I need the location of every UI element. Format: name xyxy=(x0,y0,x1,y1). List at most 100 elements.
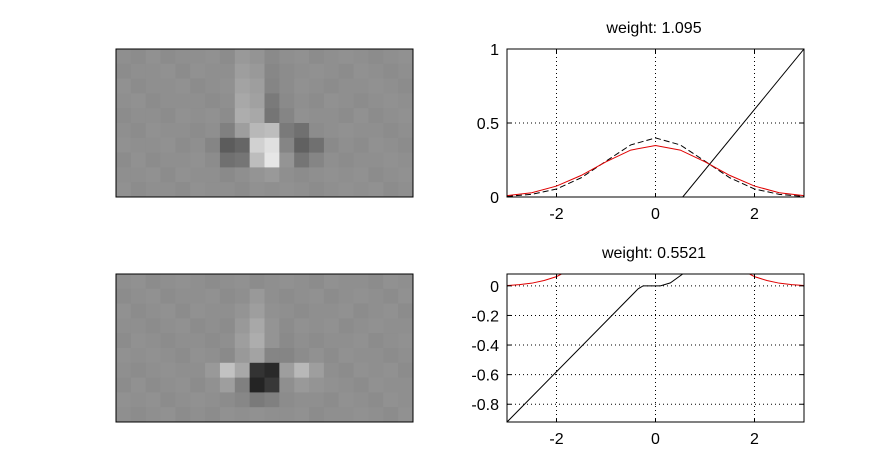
filter-pixel xyxy=(338,167,355,183)
filter-pixel xyxy=(130,182,147,198)
filter-pixel xyxy=(175,288,191,305)
filter-pixel xyxy=(219,362,236,379)
filter-pixel xyxy=(353,333,369,349)
filter-pixel xyxy=(279,318,295,334)
filter-pixel xyxy=(264,377,280,393)
filter-pixel xyxy=(294,392,310,408)
filter-pixel xyxy=(264,167,280,183)
filter-pixel xyxy=(205,63,221,80)
filter-pixel xyxy=(353,362,369,379)
filter-pixel xyxy=(398,288,414,305)
filter-pixel xyxy=(219,318,236,334)
filter-pixel xyxy=(309,137,325,154)
filter-pixel xyxy=(145,63,162,80)
filter-pixel xyxy=(279,108,295,124)
filter-pixel xyxy=(249,303,265,319)
filter-pixel xyxy=(279,137,295,154)
filter-pixel xyxy=(145,392,162,408)
filter-pixel xyxy=(205,303,221,319)
filter-pixel xyxy=(398,392,414,408)
filter-pixel xyxy=(160,63,176,80)
filter-pixel xyxy=(145,123,162,139)
filter-pixel xyxy=(309,288,325,305)
filter-pixel xyxy=(219,333,236,349)
filter-pixel xyxy=(175,333,191,349)
filter-pixel xyxy=(338,318,355,334)
filter-pixel xyxy=(368,392,384,408)
filter-pixel xyxy=(130,318,147,334)
filter-pixel xyxy=(279,288,295,305)
filter-pixel xyxy=(190,63,206,80)
filter-pixel xyxy=(130,137,147,154)
filter-pixel xyxy=(205,182,221,198)
y-tick-label: -0.2 xyxy=(471,308,499,325)
filter-pixel xyxy=(294,318,310,334)
filter-pixel xyxy=(205,152,221,168)
filter-pixel xyxy=(219,123,236,139)
filter-pixel xyxy=(368,123,384,139)
filter-pixel xyxy=(323,392,340,408)
filter-pixel xyxy=(205,392,221,408)
filter-pixel xyxy=(130,333,147,349)
filter-pixel xyxy=(398,78,414,94)
filter-pixel xyxy=(398,318,414,334)
filter-pixel xyxy=(190,123,206,139)
filter-pixel xyxy=(249,182,265,198)
filter-pixel xyxy=(309,362,325,379)
filter-pixel xyxy=(205,407,221,423)
filter-image-1 xyxy=(115,48,414,198)
filter-pixel xyxy=(309,167,325,183)
filter-pixel xyxy=(338,49,355,65)
filter-pixel xyxy=(130,274,147,290)
filter-pixel xyxy=(205,288,221,305)
filter-pixel xyxy=(219,49,236,65)
filter-pixel xyxy=(160,182,176,198)
filter-pixel xyxy=(234,49,251,65)
filter-pixel xyxy=(249,108,265,124)
filter-pixel xyxy=(249,137,265,154)
filter-pixel xyxy=(264,108,280,124)
plot-1-title: weight: 1.095 xyxy=(605,20,701,37)
filter-pixel xyxy=(383,63,399,80)
filter-pixel xyxy=(309,274,325,290)
filter-pixel xyxy=(249,407,265,423)
filter-pixel xyxy=(249,333,265,349)
filter-pixel xyxy=(309,392,325,408)
filter-pixel xyxy=(264,407,280,423)
filter-pixel xyxy=(368,333,384,349)
filter-pixel xyxy=(130,152,147,168)
filter-pixel xyxy=(190,152,206,168)
y-tick-label: -0.4 xyxy=(471,338,499,355)
black-curve xyxy=(682,49,804,197)
filter-pixel xyxy=(264,93,280,109)
filter-pixel xyxy=(338,303,355,319)
filter-pixel xyxy=(368,182,384,198)
filter-pixel xyxy=(190,392,206,408)
filter-pixel xyxy=(338,93,355,109)
filter-pixel xyxy=(205,123,221,139)
filter-pixel xyxy=(116,318,132,334)
filter-pixel xyxy=(234,167,251,183)
filter-pixel xyxy=(383,123,399,139)
filter-pixel xyxy=(234,377,251,393)
filter-pixel xyxy=(249,274,265,290)
filter-pixel xyxy=(249,348,265,364)
filter-pixel xyxy=(175,377,191,393)
filter-pixel xyxy=(219,167,236,183)
filter-pixel xyxy=(398,362,414,379)
filter-pixel xyxy=(130,392,147,408)
filter-pixel xyxy=(383,274,399,290)
filter-pixel xyxy=(160,377,176,393)
filter-pixel xyxy=(353,348,369,364)
filter-pixel xyxy=(338,348,355,364)
filter-pixel xyxy=(234,407,251,423)
filter-pixel xyxy=(323,407,340,423)
filter-pixel xyxy=(130,63,147,80)
filter-pixel xyxy=(205,108,221,124)
filter-pixel xyxy=(205,362,221,379)
filter-pixel xyxy=(309,333,325,349)
filter-pixel xyxy=(368,274,384,290)
filter-pixel xyxy=(294,63,310,80)
filter-pixel xyxy=(398,333,414,349)
filter-pixel xyxy=(279,348,295,364)
